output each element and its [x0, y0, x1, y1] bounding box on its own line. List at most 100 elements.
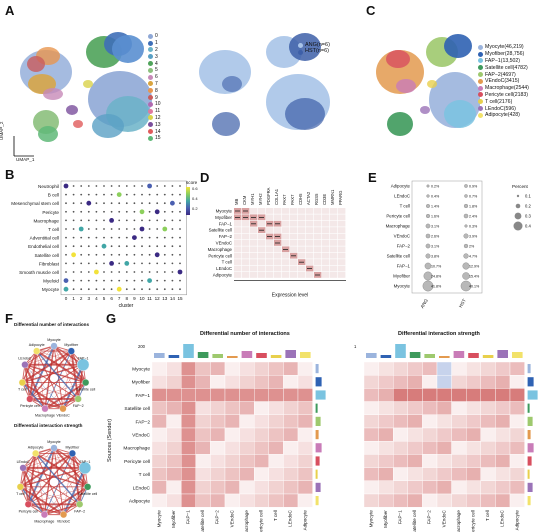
heatmap-number-top-bar [183, 344, 194, 358]
dotplot-dot [147, 278, 153, 283]
percent-dot-ang [426, 184, 430, 188]
percent-label-ang: 1.6% [431, 215, 440, 219]
expression-heatmap: MB CKM MYH1 MYH2 PDGFRA COL1A1 PAX7 PAX7 CDH5 ACT… [208, 187, 346, 298]
legend-dot-hst [298, 49, 303, 55]
heatmap-strength-side-bar [527, 364, 531, 374]
dotplot-row-label: Macrophage [33, 218, 59, 223]
heatmap-strength-cell [422, 375, 438, 389]
heatmap-strength-cell [466, 414, 482, 429]
heatmap-cell [338, 220, 346, 227]
heatmap-strength-cell [451, 493, 467, 508]
percent-legend-tick: 0.1 [525, 194, 531, 199]
heatmap-strength-top-bar [395, 344, 406, 358]
heatmap-strength-cell [363, 480, 379, 495]
dotplot-dot [125, 271, 128, 273]
network-node [21, 361, 29, 369]
heatmap-gene-label: MYH2 [258, 193, 263, 205]
dotplot-dot [80, 245, 83, 248]
dotplot-dot [103, 210, 105, 213]
network-node-label: Adipocyte [29, 343, 45, 347]
heatmap-cell [338, 227, 346, 233]
heatmap-cell [306, 214, 314, 221]
dotplot-dot [118, 279, 121, 282]
heatmap-number-cell [224, 427, 240, 442]
percent-legend-tick: 0.4 [525, 224, 531, 229]
network-edge [19, 486, 65, 516]
celltype-legend-dot [478, 58, 483, 64]
dotplot-dot [171, 245, 174, 248]
dotplot-dot [110, 271, 113, 273]
panel-label-a: A [5, 3, 15, 18]
celltype-legend-label: Myofiber(28,756) [485, 51, 525, 58]
heatmap-cell [234, 252, 242, 259]
percent-label-ang: 0.4% [431, 195, 440, 199]
heatmap-cell [266, 240, 274, 246]
heatmap-cell [266, 208, 274, 214]
percent-row-label: LEndoC [394, 194, 410, 199]
heatmap-number-cell [180, 467, 196, 481]
dotplot-dot [103, 219, 105, 222]
heatmap-cell [338, 240, 346, 246]
heatmap-strength-cell [451, 440, 467, 455]
network-edge [36, 350, 84, 365]
heatmap-number-cell [297, 493, 313, 508]
percent-legend-dot [515, 203, 521, 209]
cluster-legend-label: 5 [155, 67, 158, 74]
percent-dot-ang [425, 223, 431, 229]
heatmap-cell [298, 233, 306, 240]
heatmap-strength-side-bar [527, 390, 538, 400]
heatmap-gene-label: MMRN1 [330, 189, 335, 205]
heatmap-strength-cell [480, 493, 496, 508]
heatmap-strength-side-bar [527, 482, 533, 492]
dotplot-dot [125, 288, 128, 291]
dotplot-row-label: Pericyte [42, 210, 59, 215]
cluster-legend-item: 7 [148, 81, 178, 88]
heatmap-cell [250, 272, 258, 278]
dotplot-dot [95, 219, 98, 222]
heatmap-gene-label: CKM [242, 195, 247, 205]
cluster-legend-dot [148, 101, 153, 107]
heatmap-row-label: FAP−2 [135, 419, 150, 425]
heatmap-cell [322, 208, 330, 214]
dotplot-dot [110, 193, 113, 196]
heatmap-cell [314, 240, 322, 246]
heatmap-number-cell [210, 375, 226, 389]
dotplot-dot [95, 228, 98, 230]
heatmap-number-cell [253, 454, 269, 468]
heatmap-cell [234, 240, 242, 246]
heatmap-number-side-bar [315, 403, 318, 413]
cluster-legend-item: 0 [148, 33, 178, 40]
heatmap-strength-side-bar [527, 496, 531, 506]
heatmap-number-side-bar [315, 469, 318, 479]
network-edge [44, 381, 87, 410]
heatmap-strength-col-label: Satellite cell [412, 510, 417, 532]
celltype-legend-item: VEndoC(3415) [478, 78, 550, 85]
heatmap-strength-cell [495, 361, 511, 376]
network-edge [21, 381, 64, 410]
heatmap-number-cell [180, 388, 196, 402]
dotplot-dot [124, 261, 130, 266]
heatmap-cell [250, 252, 258, 259]
heatmap-cell [234, 272, 242, 278]
network-title-strength: Differential interaction strength [14, 423, 83, 428]
celltype-legend-item: FAP−2(4697) [478, 71, 550, 78]
network-node [18, 378, 26, 387]
dotplot-dot [163, 245, 166, 248]
heatmap-cell [266, 227, 274, 233]
dotplot-dot [133, 271, 136, 273]
dotplot-dot [80, 288, 83, 291]
cluster-legend-label: 7 [155, 80, 158, 87]
heatmap-gene-label: CD3E [322, 194, 327, 205]
cluster-legend-dot [148, 88, 153, 94]
heatmap-cell [330, 265, 338, 272]
heatmap-number-top-bar [241, 351, 253, 358]
dotplot-colorbar-tick: 0.2 [192, 206, 198, 211]
heatmap-strength-cell [509, 467, 525, 481]
heatmap-strength-top-bar [453, 351, 465, 358]
percent-frame [411, 180, 483, 294]
percent-legend-tick: 0.3 [525, 214, 531, 219]
heatmap-strength-cell [495, 493, 511, 508]
percent-label-ang: 0.2% [431, 185, 440, 189]
heatmap-cell [258, 240, 266, 246]
heatmap-number-cell [224, 440, 240, 455]
